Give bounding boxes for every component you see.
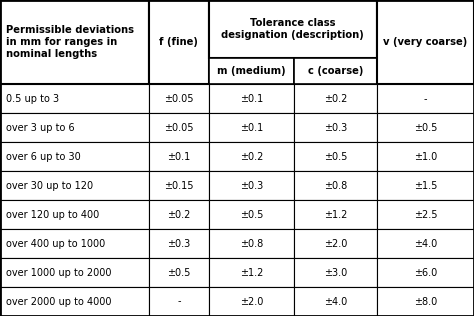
Bar — [377, 142, 474, 171]
Bar — [209, 258, 294, 287]
Text: ±0.8: ±0.8 — [239, 239, 263, 249]
Text: 0.5 up to 3: 0.5 up to 3 — [6, 94, 59, 104]
Text: ±0.3: ±0.3 — [239, 181, 263, 191]
Bar — [377, 200, 474, 229]
Text: over 30 up to 120: over 30 up to 120 — [6, 181, 93, 191]
Bar — [377, 258, 474, 287]
Bar — [149, 84, 209, 113]
Bar — [149, 113, 209, 142]
Bar — [149, 229, 209, 258]
Bar — [0, 229, 149, 258]
Bar — [294, 84, 377, 113]
Bar — [0, 171, 149, 200]
Text: ±1.0: ±1.0 — [414, 152, 437, 162]
Bar — [209, 171, 294, 200]
Bar — [377, 113, 474, 142]
Text: ±0.1: ±0.1 — [239, 94, 263, 104]
Text: Tolerance class
designation (description): Tolerance class designation (description… — [221, 18, 364, 40]
Text: ±2.5: ±2.5 — [414, 210, 437, 220]
Text: v (very coarse): v (very coarse) — [383, 37, 467, 47]
Bar — [294, 142, 377, 171]
Text: m (medium): m (medium) — [217, 66, 285, 76]
Bar — [209, 200, 294, 229]
Text: ±2.0: ±2.0 — [239, 296, 263, 307]
Text: c (coarse): c (coarse) — [308, 66, 363, 76]
Text: ±0.05: ±0.05 — [164, 123, 194, 133]
Text: ±0.8: ±0.8 — [324, 181, 347, 191]
Text: ±2.0: ±2.0 — [324, 239, 347, 249]
Text: ±0.5: ±0.5 — [324, 152, 347, 162]
Bar — [294, 200, 377, 229]
Text: ±0.2: ±0.2 — [239, 152, 263, 162]
Text: ±4.0: ±4.0 — [324, 296, 347, 307]
Text: ±0.15: ±0.15 — [164, 181, 194, 191]
Bar — [0, 200, 149, 229]
Bar — [149, 0, 209, 84]
Text: ±0.2: ±0.2 — [167, 210, 191, 220]
Text: -: - — [424, 94, 427, 104]
Bar — [377, 171, 474, 200]
Bar — [0, 0, 149, 84]
Bar — [294, 171, 377, 200]
Text: over 120 up to 400: over 120 up to 400 — [6, 210, 99, 220]
Bar — [149, 287, 209, 316]
Text: over 3 up to 6: over 3 up to 6 — [6, 123, 74, 133]
Bar — [294, 258, 377, 287]
Text: ±3.0: ±3.0 — [324, 268, 347, 277]
Text: ±0.3: ±0.3 — [324, 123, 347, 133]
Bar — [209, 113, 294, 142]
Text: Permissible deviations
in mm for ranges in
nominal lengths: Permissible deviations in mm for ranges … — [6, 25, 134, 59]
Bar — [149, 171, 209, 200]
Text: ±0.5: ±0.5 — [167, 268, 191, 277]
Bar — [0, 142, 149, 171]
Text: ±0.05: ±0.05 — [164, 94, 194, 104]
Bar — [377, 229, 474, 258]
Bar — [209, 0, 377, 58]
Bar — [209, 287, 294, 316]
Text: ±1.2: ±1.2 — [324, 210, 347, 220]
Bar — [0, 113, 149, 142]
Text: ±0.2: ±0.2 — [324, 94, 347, 104]
Bar — [0, 258, 149, 287]
Bar — [294, 229, 377, 258]
Bar — [377, 84, 474, 113]
Text: ±4.0: ±4.0 — [414, 239, 437, 249]
Bar — [209, 229, 294, 258]
Text: over 2000 up to 4000: over 2000 up to 4000 — [6, 296, 111, 307]
Bar — [0, 287, 149, 316]
Bar — [149, 258, 209, 287]
Bar — [149, 200, 209, 229]
Text: over 6 up to 30: over 6 up to 30 — [6, 152, 81, 162]
Bar — [149, 142, 209, 171]
Text: ±8.0: ±8.0 — [414, 296, 437, 307]
Bar — [294, 58, 377, 84]
Text: ±6.0: ±6.0 — [414, 268, 437, 277]
Bar — [209, 142, 294, 171]
Bar — [209, 84, 294, 113]
Bar — [209, 58, 294, 84]
Text: over 1000 up to 2000: over 1000 up to 2000 — [6, 268, 111, 277]
Text: f (fine): f (fine) — [159, 37, 199, 47]
Bar — [294, 113, 377, 142]
Text: -: - — [177, 296, 181, 307]
Bar — [0, 84, 149, 113]
Bar — [377, 287, 474, 316]
Text: ±0.5: ±0.5 — [239, 210, 263, 220]
Text: ±0.1: ±0.1 — [167, 152, 191, 162]
Text: ±0.3: ±0.3 — [167, 239, 191, 249]
Bar — [377, 0, 474, 84]
Text: ±0.5: ±0.5 — [414, 123, 437, 133]
Text: ±1.5: ±1.5 — [414, 181, 437, 191]
Text: over 400 up to 1000: over 400 up to 1000 — [6, 239, 105, 249]
Bar — [294, 287, 377, 316]
Text: ±1.2: ±1.2 — [239, 268, 263, 277]
Text: ±0.1: ±0.1 — [239, 123, 263, 133]
